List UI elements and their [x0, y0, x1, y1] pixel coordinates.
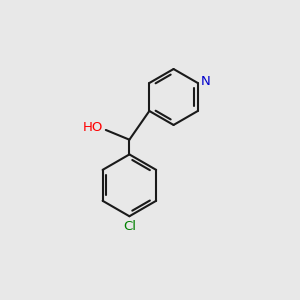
Text: HO: HO [82, 121, 103, 134]
Text: N: N [201, 75, 211, 88]
Text: Cl: Cl [123, 220, 136, 233]
